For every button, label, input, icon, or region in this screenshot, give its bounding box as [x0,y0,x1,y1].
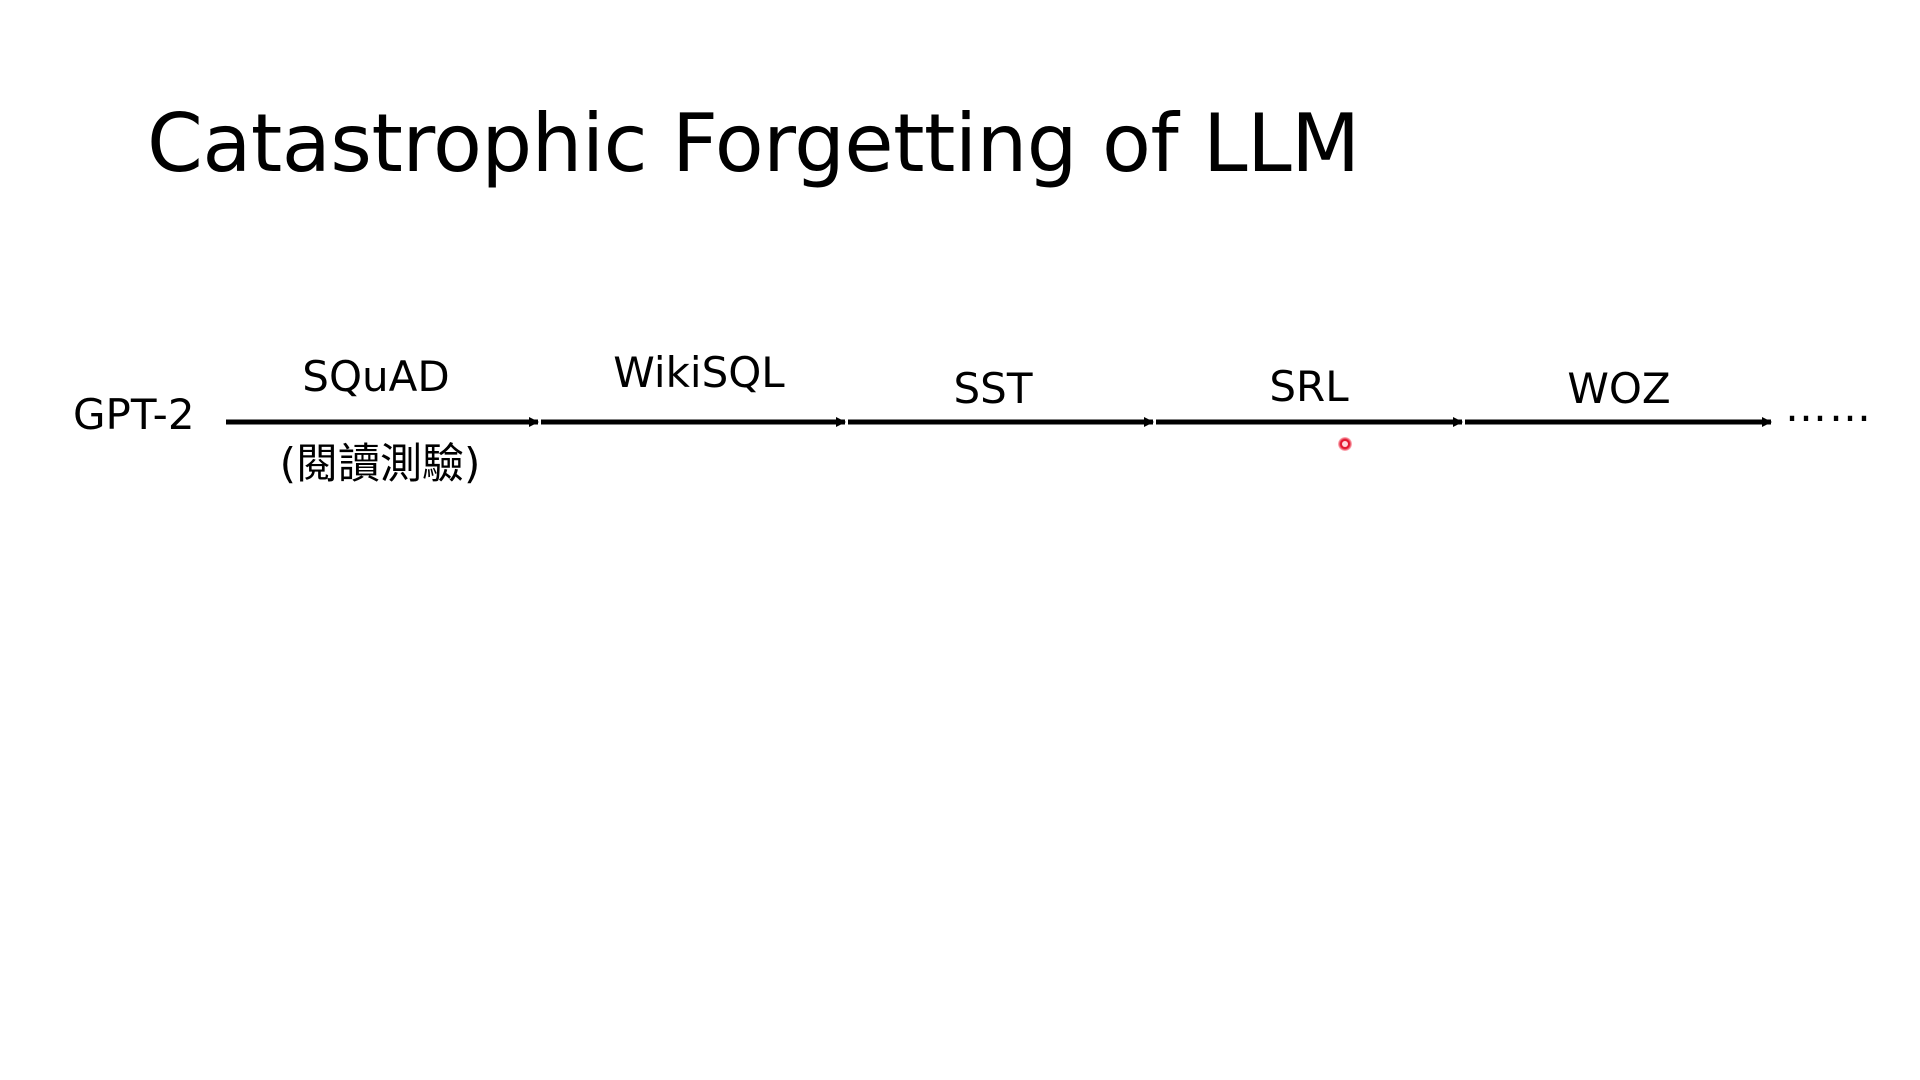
task-label-srl: SRL [1269,362,1349,411]
laser-pointer-dot [1338,437,1352,451]
task-sublabel-squad: (閱讀測驗) [279,439,481,488]
task-label-squad: SQuAD [302,352,450,401]
start-model-label: GPT-2 [73,390,195,439]
task-label-wikisql: WikiSQL [613,348,785,397]
task-label-woz: WOZ [1567,364,1671,413]
continuation-ellipsis: …… [1785,382,1873,431]
task-label-sst: SST [953,364,1033,413]
slide-title: Catastrophic Forgetting of LLM [147,97,1360,190]
